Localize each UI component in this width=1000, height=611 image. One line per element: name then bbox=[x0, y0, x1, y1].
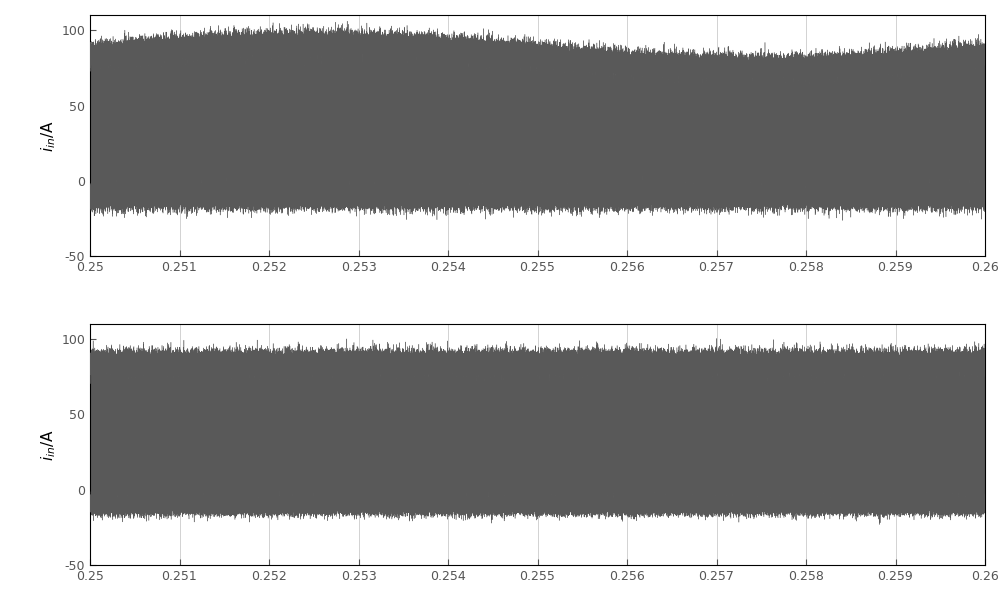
Y-axis label: $i_{in}$/A: $i_{in}$/A bbox=[40, 429, 58, 461]
Y-axis label: $i_{in}$/A: $i_{in}$/A bbox=[40, 120, 58, 152]
